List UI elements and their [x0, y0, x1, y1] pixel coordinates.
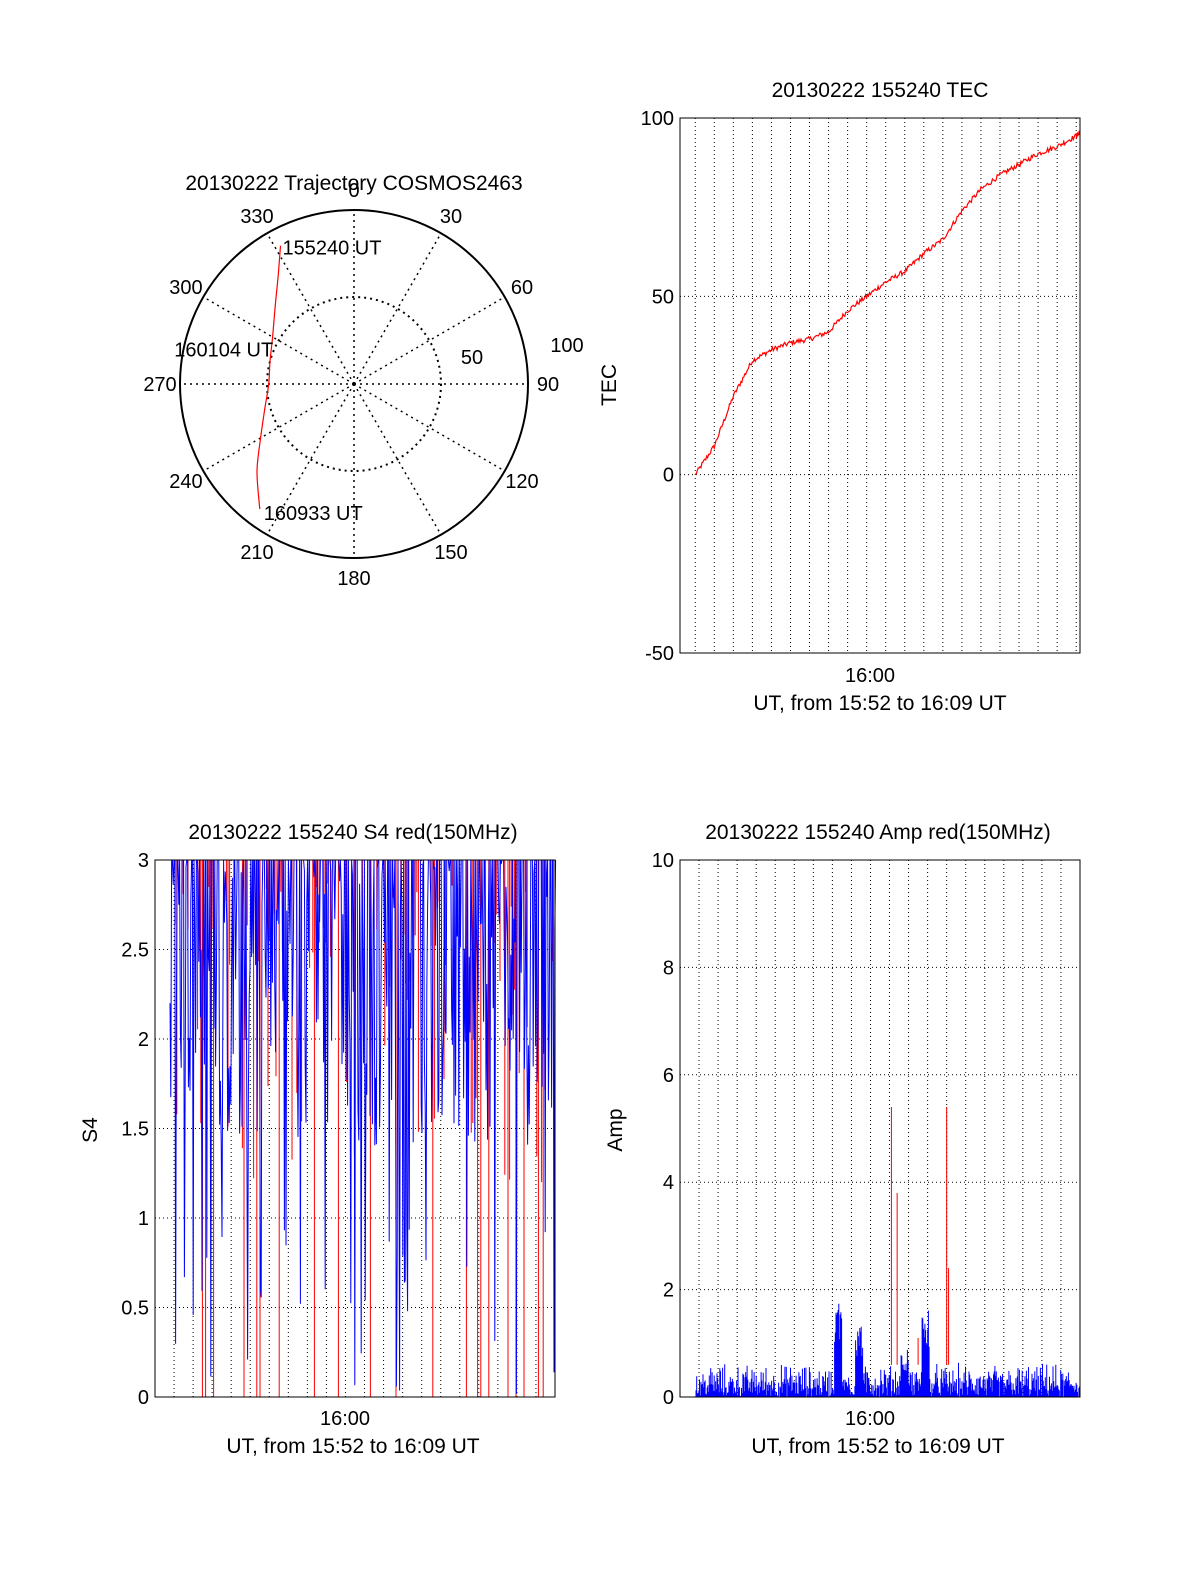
amp-y-tick-0: 0: [663, 1387, 674, 1409]
polar-annotation-0: 155240 UT: [282, 238, 381, 260]
s4-y-tick-0: 0: [138, 1387, 149, 1409]
amp-y-tick-4: 8: [663, 957, 674, 979]
amp-title: 20130222 155240 Amp red(150MHz): [705, 821, 1051, 844]
polar-spoke-330: [266, 232, 355, 385]
polar-trajectory-line: [256, 245, 282, 510]
tec-x-tick-label: 16:00: [845, 665, 895, 687]
polar-radial-tick-100: 100: [550, 335, 583, 357]
s4-x-axis-label: UT, from 15:52 to 16:09 UT: [226, 1435, 479, 1458]
amp-x-axis-label: UT, from 15:52 to 16:09 UT: [751, 1435, 1004, 1458]
amp-blue-trace: [695, 1303, 1081, 1397]
amp-x-tick-label: 16:00: [845, 1408, 895, 1430]
s4-title: 20130222 155240 S4 red(150MHz): [188, 821, 517, 844]
polar-title: 20130222 Trajectory COSMOS2463: [185, 172, 522, 195]
polar-angle-label-60: 60: [511, 277, 533, 299]
tec-series: [695, 130, 1081, 475]
s4-chart: 20130222 155240 S4 red(150MHz) 0 0.5 1 1.5 2…: [79, 821, 557, 1458]
s4-y-tick-2: 1: [138, 1208, 149, 1230]
amp-y-tick-3: 6: [663, 1065, 674, 1087]
tec-grid: [680, 118, 1080, 653]
polar-spoke-210: [266, 383, 355, 536]
amp-grid: [679, 860, 1081, 1397]
polar-spoke-150: [353, 383, 442, 536]
s4-y-tick-5: 2.5: [121, 940, 149, 962]
polar-angle-label-180: 180: [337, 568, 370, 590]
polar-angle-label-270: 270: [143, 374, 176, 396]
amp-chart: 20130222 155240 Amp red(150MHz) 0246810 …: [604, 821, 1081, 1458]
polar-angle-label-90: 90: [537, 374, 559, 396]
tec-y-ticks: -50 0 50 100: [641, 108, 674, 665]
polar-spoke-120: [353, 383, 506, 472]
polar-series: [256, 245, 282, 510]
amp-y-axis-label: Amp: [604, 1108, 627, 1151]
polar-angle-label-120: 120: [505, 471, 538, 493]
polar-spoke-300: [202, 296, 355, 385]
polar-angle-label-300: 300: [169, 277, 202, 299]
tec-y-axis-label: TEC: [598, 364, 621, 406]
polar-outer-circle: [179, 209, 529, 559]
s4-y-tick-3: 1.5: [121, 1119, 149, 1141]
tec-x-axis-label: UT, from 15:52 to 16:09 UT: [753, 692, 1006, 715]
polar-annotation-1: 160104 UT: [174, 339, 273, 361]
tec-plot-frame: [679, 117, 1081, 654]
polar-annotation-2: 160933 UT: [264, 503, 363, 525]
s4-x-tick-label: 16:00: [320, 1408, 370, 1430]
amp-y-tick-2: 4: [663, 1172, 674, 1194]
amp-series: [695, 1107, 1081, 1397]
amp-plot-frame: [679, 859, 1081, 1398]
polar-angle-labels: 0 30 60 90 120 150 180 210 240 270 300 330: [143, 180, 559, 590]
s4-y-tick-4: 2: [138, 1029, 149, 1051]
s4-plot-frame: [154, 859, 556, 1398]
polar-annotations: 155240 UT 160104 UT 160933 UT: [174, 238, 381, 525]
polar-angle-label-240: 240: [169, 471, 202, 493]
s4-y-tick-1: 0.5: [121, 1298, 149, 1320]
polar-angle-label-0: 0: [348, 180, 359, 202]
amp-y-tick-5: 10: [652, 850, 674, 872]
tec-line: [695, 130, 1081, 475]
polar-angle-label-150: 150: [434, 542, 467, 564]
tec-y-tick-3: 100: [641, 108, 674, 130]
polar-angle-label-210: 210: [240, 542, 273, 564]
polar-spoke-30: [353, 232, 442, 385]
polar-spoke-240: [202, 383, 355, 472]
polar-grid: [180, 210, 528, 558]
tec-y-tick-1: 0: [663, 465, 674, 487]
s4-y-tick-6: 3: [138, 850, 149, 872]
s4-y-axis-label: S4: [79, 1117, 102, 1143]
tec-title: 20130222 155240 TEC: [772, 79, 989, 102]
polar-radial-tick-50: 50: [461, 347, 483, 369]
tec-y-tick-2: 50: [652, 286, 674, 308]
polar-grid-circle-50: [266, 296, 442, 472]
polar-trajectory-chart: 20130222 Trajectory COSMOS2463 0 30 60 90 12…: [143, 172, 583, 590]
polar-angle-label-30: 30: [440, 206, 462, 228]
s4-y-ticks: 0 0.5 1 1.5 2 2.5 3: [121, 850, 149, 1409]
tec-y-tick-0: -50: [645, 643, 674, 665]
polar-spoke-60: [353, 296, 506, 385]
amp-y-ticks: 0 2 4 6 8 10: [652, 850, 674, 1409]
amp-y-tick-1: 2: [663, 1280, 674, 1302]
polar-angle-label-330: 330: [240, 206, 273, 228]
tec-chart: 20130222 155240 TEC -50 0 50 100 16:00 UT, …: [598, 79, 1081, 715]
